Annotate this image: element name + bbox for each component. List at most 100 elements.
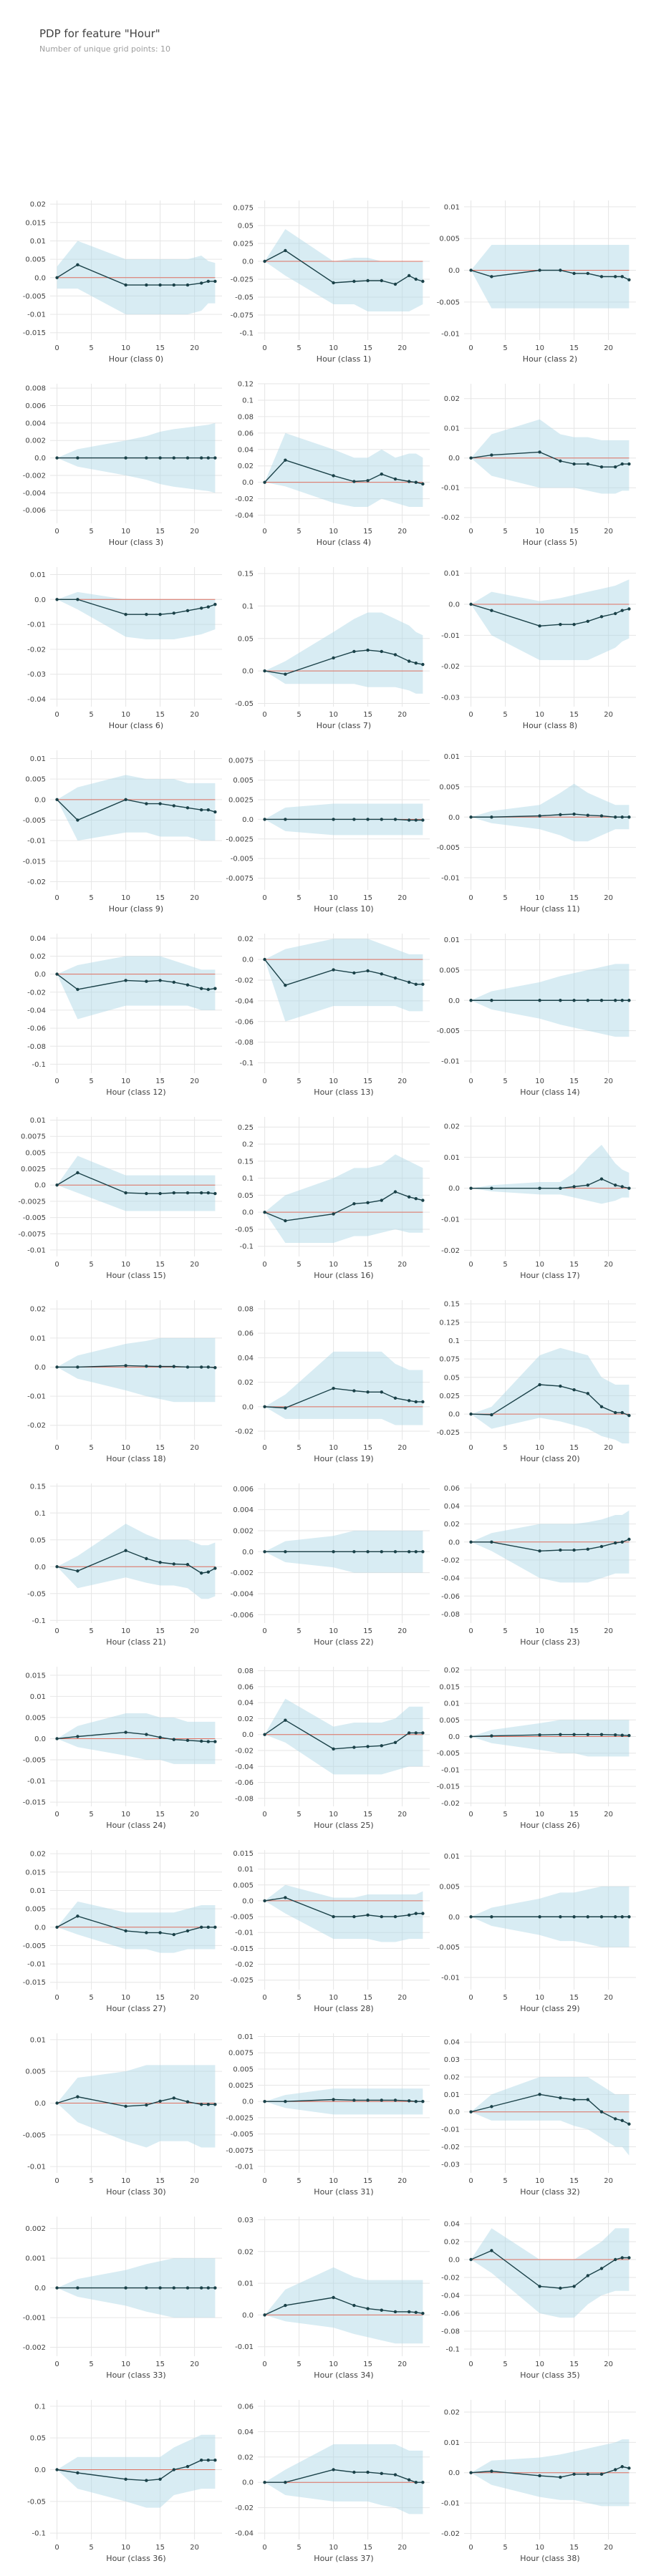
y-tick-label: -0.02 [441,2144,460,2151]
pdp-point [380,1199,383,1202]
pdp-chart-30: 0.01 0.005 0.0 -0.005 -0.01 0 5 10 15 20 Hour (cla… [23,2033,222,2197]
pdp-point [380,1550,383,1554]
pdp-point [620,1915,624,1919]
x-tick-label: 10 [121,1811,130,1819]
pdp-point [559,459,562,463]
pdp-chart-37: 0.06 0.04 0.02 0.0 -0.02 -0.04 0 5 10 15 20 Hour (c… [235,2400,430,2563]
x-tick-label: 10 [329,2177,338,2185]
pdp-point [213,987,217,990]
pdp-point [76,818,79,822]
y-tick-label: 0.02 [444,2073,460,2081]
y-tick-label: -0.01 [441,875,460,883]
pdp-point [352,279,356,284]
x-tick-label: 5 [89,528,93,536]
x-tick-label: 0 [468,1444,473,1452]
x-tick-label: 15 [363,528,372,536]
y-tick-label: 0.02 [30,1306,46,1314]
pdp-point [263,1733,266,1736]
y-tick-label: 0.01 [444,570,460,578]
pdp-point [627,999,631,1002]
pdp-point [55,598,59,601]
pdp-point [185,1191,190,1195]
pdp-point [55,1365,59,1369]
pdp-point [206,1191,210,1195]
y-tick-label: -0.005 [231,856,254,863]
pdp-point [158,456,162,460]
y-tick-label: 0.005 [233,1882,254,1889]
pdp-chart-9: 0.01 0.005 0.0 -0.005 -0.01 -0.015 -0.02 0 5 10 15… [23,750,222,914]
y-tick-label: 0.005 [25,256,46,264]
pdp-point [408,659,411,663]
pdp-line [471,451,630,468]
y-tick-label: -0.05 [27,1590,46,1598]
pdp-point [124,1730,127,1734]
pdp-point [263,2313,266,2317]
pdp-point [172,1932,175,1937]
pdp-chart-22: 0.006 0.004 0.002 0.0 -0.002 -0.004 -0.006 0 5 10… [231,1483,430,1647]
x-tick-label: 0 [54,2360,59,2368]
x-tick-label: 0 [262,1444,266,1452]
pdp-chart-20: 0.15 0.125 0.1 0.075 0.05 0.025 0.0 -0.025 0 5 10 1… [437,1300,636,1463]
pdp-point [408,2310,411,2314]
x-tick-label: 20 [190,711,199,719]
y-tick-label: -0.01 [235,1929,254,1937]
y-tick-label: -0.01 [27,621,46,629]
pdp-chart-5: 0.02 0.01 0.0 -0.01 -0.02 0 5 10 15 20 Hour (class… [441,384,636,547]
page-subtitle: Number of unique grid points: 10 [39,44,171,54]
pdp-point [393,1396,397,1400]
pdp-point [599,275,604,279]
y-tick-label: 0.0 [242,2098,254,2106]
pdp-point [408,1195,411,1199]
y-tick-label: -0.02 [441,2275,460,2282]
pdp-chart-15: 0.01 0.0075 0.005 0.0025 0.0 -0.0025 -0.005 -0.… [18,1117,222,1280]
pdp-point [414,2310,418,2315]
x-tick-label: 0 [262,711,266,719]
pdp-point [627,2122,631,2126]
pdp-point [620,999,624,1002]
y-tick-label: -0.08 [441,2328,460,2336]
y-tick-label: 0.1 [34,2403,46,2411]
pdp-point [586,999,589,1002]
pdp-point [408,1913,411,1917]
pdp-point [263,669,266,673]
x-tick-label: 10 [535,344,544,352]
pdp-chart-27: 0.02 0.015 0.01 0.005 0.0 -0.005 -0.01 -0.015 0 5… [23,1850,222,2013]
y-tick-label: -0.04 [27,696,46,704]
x-tick-label: 5 [296,2544,301,2552]
y-tick-label: 0.02 [238,1379,254,1387]
pdp-point [620,1410,624,1415]
y-tick-label: -0.03 [27,671,46,679]
y-tick-label: -0.0075 [226,2147,254,2155]
y-tick-label: 0.05 [30,1536,46,1544]
pdp-chart-6: 0.01 0.0 -0.01 -0.02 -0.03 -0.04 0 5 10 15 20 Hour … [27,567,222,730]
x-tick-label: 5 [296,2360,301,2368]
x-tick-label: 15 [363,1261,372,1269]
confidence-band [57,956,216,1020]
pdp-point [158,283,162,287]
pdp-point [414,2481,418,2484]
pdp-line [264,1897,423,1917]
y-tick-label: -0.1 [239,1243,254,1251]
x-tick-label: 0 [468,2544,473,2552]
y-tick-label: 0.005 [25,1714,46,1722]
pdp-point [559,813,562,817]
y-tick-label: 0.125 [439,1319,460,1327]
y-tick-label: 0.06 [238,430,254,437]
pdp-point [284,984,287,987]
x-tick-label: 15 [155,1261,165,1269]
x-tick-label: 20 [190,1994,199,2002]
pdp-point [414,1550,418,1554]
x-tick-label: 10 [121,528,130,536]
y-tick-label: 0.0025 [228,2082,254,2090]
x-axis-label: Hour (class 36) [106,2554,165,2563]
pdp-line [471,1734,630,1738]
pdp-point [421,2311,425,2315]
y-tick-label: 0.06 [444,1485,460,1493]
x-axis-label: Hour (class 14) [520,1088,579,1097]
x-axis-label: Hour (class 10) [314,904,373,914]
y-tick-label: 0.0075 [21,1133,46,1141]
pdp-point [627,1733,631,1738]
pdp-point [185,2464,190,2469]
y-tick-label: 0.005 [439,967,460,974]
x-tick-label: 20 [190,2544,199,2552]
